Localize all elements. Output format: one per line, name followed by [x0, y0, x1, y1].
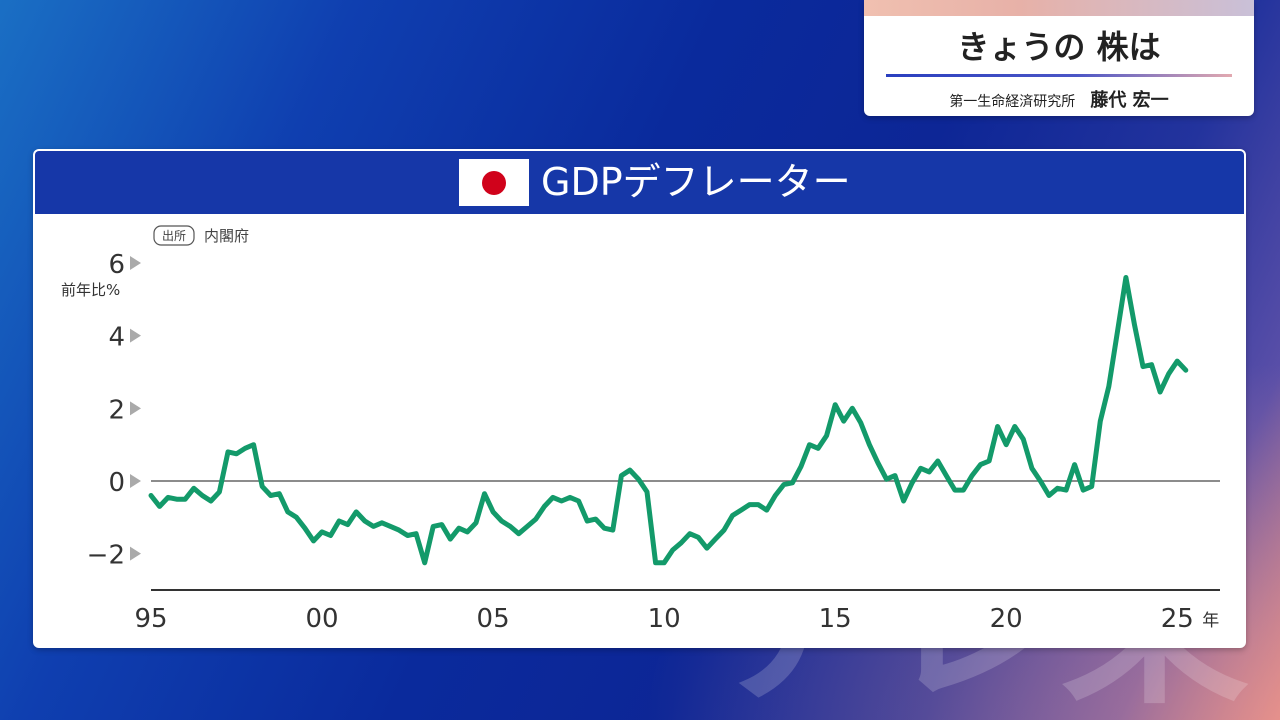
x-tick-label: 20: [990, 604, 1023, 634]
source-note: 出所 内閣府: [153, 225, 249, 246]
y-tick-label: 4: [108, 323, 125, 353]
x-tick-label: 95: [134, 604, 167, 634]
x-tick-label: 15: [819, 604, 852, 634]
x-tick-label: 00: [305, 604, 338, 634]
y-tick-label: 6: [108, 250, 125, 280]
source-name: 内閣府: [204, 227, 249, 245]
analyst-organization: 第一生命経済研究所: [949, 94, 1076, 110]
y-tick-label: 0: [108, 468, 125, 498]
source-label-box: [153, 225, 195, 246]
x-tick-label: 05: [477, 604, 510, 634]
source-label: 出所: [162, 229, 186, 243]
y-tick-arrow: [130, 474, 141, 488]
analyst-name: 藤代 宏一: [1090, 90, 1169, 111]
y-tick-label: −2: [87, 541, 125, 571]
japan-flag-icon: [459, 159, 529, 206]
y-tick-label: 2: [108, 395, 125, 425]
x-tick-label: 25: [1161, 604, 1194, 634]
x-axis-ticks: 95 00 05 10 15 20 25 年: [134, 604, 1219, 634]
x-axis-unit: 年: [1202, 611, 1219, 631]
y-tick-arrow: [130, 256, 141, 270]
chart-panel: GDPデフレーター 出所 内閣府 前年比% 6 4 2 0 −2 95 00 05 10 15 2…: [33, 149, 1246, 648]
y-axis-ticks: 6 4 2 0 −2: [87, 250, 141, 571]
program-divider: [886, 74, 1232, 77]
program-title: きょうの 株は: [957, 28, 1161, 66]
x-tick-label: 10: [648, 604, 681, 634]
chart-title: GDPデフレーター: [541, 160, 851, 204]
program-label-strip: [864, 0, 1254, 16]
y-tick-arrow: [130, 401, 141, 416]
y-axis-label: 前年比%: [61, 281, 120, 299]
program-label: きょうの 株は 第一生命経済研究所 藤代 宏一: [864, 0, 1254, 116]
chart-header: GDPデフレーター: [35, 151, 1244, 214]
flag-circle: [482, 171, 506, 195]
y-tick-arrow: [130, 546, 141, 561]
program-analyst-line: 第一生命経済研究所 藤代 宏一: [864, 86, 1254, 112]
y-tick-arrow: [130, 328, 141, 343]
gdp-deflator-line: [148, 275, 1189, 566]
